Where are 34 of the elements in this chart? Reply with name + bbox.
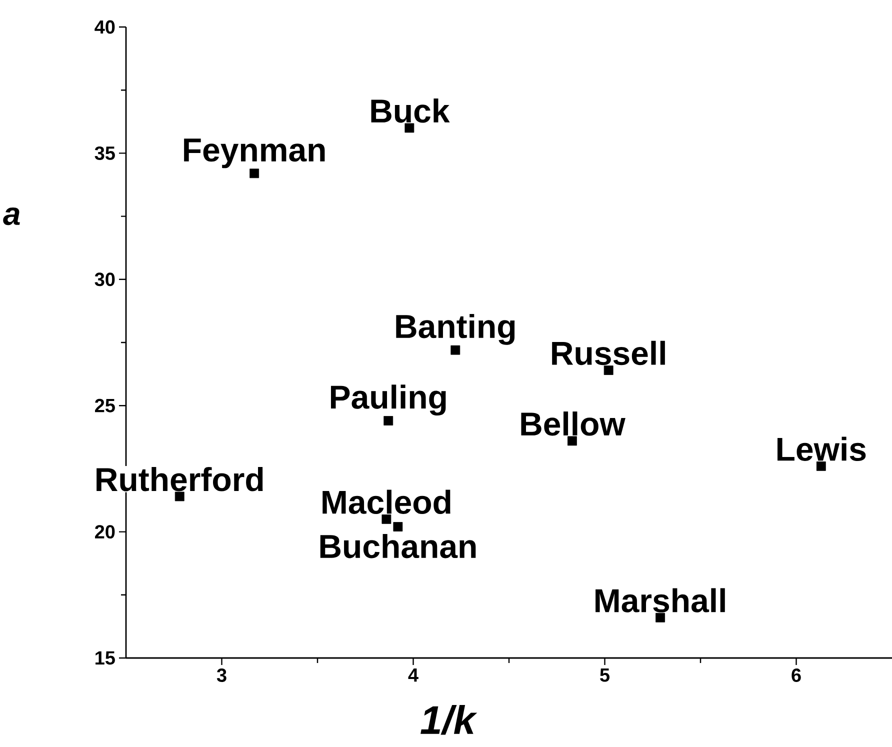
point bbox=[450, 345, 460, 355]
x-tick-label: 3 bbox=[216, 668, 226, 682]
point bbox=[816, 461, 826, 471]
annotation: Lewis bbox=[778, 436, 866, 461]
y-tick-label: 30 bbox=[94, 272, 115, 286]
point bbox=[382, 514, 392, 524]
y-axis-title: a bbox=[3, 208, 20, 226]
annotation: Russell bbox=[552, 340, 665, 366]
annotation: Feynman bbox=[184, 138, 325, 168]
annotation: Buchanan bbox=[320, 534, 476, 558]
point bbox=[656, 612, 665, 622]
x-tick-label: 5 bbox=[600, 668, 610, 682]
annotation: Buck bbox=[371, 98, 450, 123]
y-tick-label: 20 bbox=[95, 525, 115, 539]
annotation: Macleod bbox=[322, 490, 450, 514]
point bbox=[384, 416, 394, 426]
point bbox=[250, 168, 260, 178]
annotation: Rutherford bbox=[96, 467, 263, 492]
point bbox=[568, 436, 577, 446]
annotation: Bellow bbox=[521, 412, 626, 436]
x-axis-title: 1/k bbox=[420, 704, 478, 735]
annotation: Banting bbox=[396, 314, 515, 345]
point bbox=[174, 492, 184, 502]
x-tick-label: 4 bbox=[408, 668, 418, 682]
annotation: Marshall bbox=[596, 588, 725, 612]
y-tick-label: 40 bbox=[94, 20, 115, 34]
y-tick-label: 35 bbox=[94, 146, 115, 160]
y-tick-label: 15 bbox=[96, 651, 115, 665]
annotation: Pauling bbox=[330, 384, 446, 416]
y-tick-label: 25 bbox=[95, 398, 115, 412]
x-tick-label: 6 bbox=[792, 668, 801, 682]
point bbox=[604, 366, 614, 375]
point bbox=[393, 522, 403, 532]
point bbox=[404, 123, 414, 133]
